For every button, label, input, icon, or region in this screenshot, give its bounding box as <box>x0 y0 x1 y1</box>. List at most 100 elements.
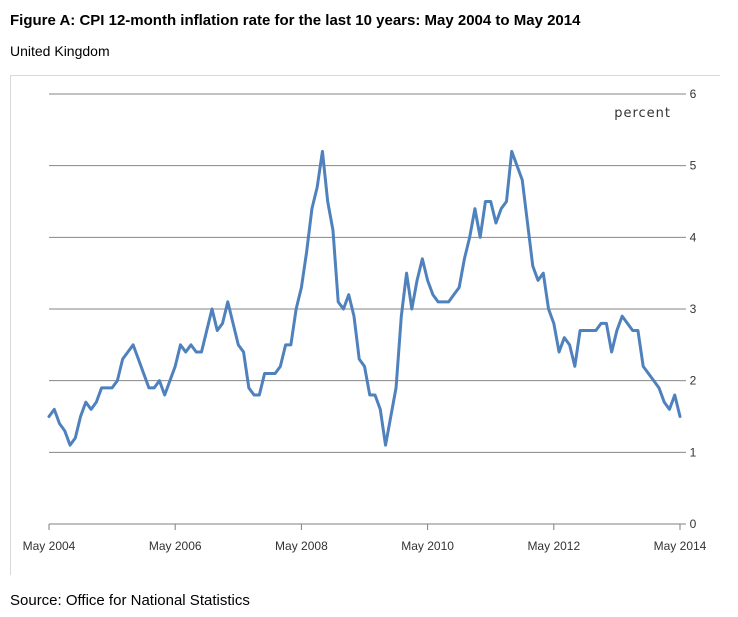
data-point <box>663 401 666 404</box>
y-tick-label-1: 1 <box>690 445 697 459</box>
data-point <box>573 365 576 368</box>
data-point <box>405 272 408 275</box>
y-tick-label-6: 6 <box>690 87 697 101</box>
data-point <box>521 179 524 182</box>
data-point <box>389 415 392 418</box>
unit-label: percent <box>614 106 671 121</box>
data-point <box>484 200 487 203</box>
data-point <box>468 236 471 239</box>
y-tick-label-3: 3 <box>690 302 697 316</box>
data-point <box>74 437 77 440</box>
data-point <box>184 351 187 354</box>
x-tick-label: May 2006 <box>149 539 202 553</box>
data-point <box>568 343 571 346</box>
x-tick-label: May 2008 <box>275 539 328 553</box>
data-point <box>368 394 371 397</box>
data-point <box>447 300 450 303</box>
data-point <box>542 272 545 275</box>
data-point <box>473 207 476 210</box>
data-point <box>458 286 461 289</box>
x-tick-label: May 2012 <box>527 539 580 553</box>
data-point <box>416 279 419 282</box>
data-point <box>253 394 256 397</box>
data-point <box>116 379 119 382</box>
data-point <box>647 372 650 375</box>
data-point <box>395 386 398 389</box>
data-point <box>79 415 82 418</box>
data-point <box>342 308 345 311</box>
y-tick-label-0: 0 <box>690 517 697 531</box>
data-point <box>605 322 608 325</box>
data-point <box>105 386 108 389</box>
data-point <box>274 372 277 375</box>
data-point <box>500 207 503 210</box>
data-point <box>652 379 655 382</box>
data-point <box>437 300 440 303</box>
data-point <box>84 401 87 404</box>
data-point <box>247 386 250 389</box>
data-point <box>300 286 303 289</box>
data-point <box>579 329 582 332</box>
data-point <box>657 386 660 389</box>
data-point <box>621 315 624 318</box>
data-point <box>263 372 266 375</box>
data-point <box>531 265 534 268</box>
data-point <box>326 200 329 203</box>
data-point <box>158 379 161 382</box>
data-point <box>679 415 682 418</box>
data-point <box>421 257 424 260</box>
data-point <box>211 308 214 311</box>
data-point <box>384 444 387 447</box>
data-point <box>63 429 66 432</box>
data-point <box>189 343 192 346</box>
data-point <box>147 386 150 389</box>
data-point <box>494 222 497 225</box>
data-point <box>216 329 219 332</box>
data-point <box>552 322 555 325</box>
data-point <box>463 257 466 260</box>
data-point <box>363 365 366 368</box>
data-point <box>200 351 203 354</box>
data-point <box>153 386 156 389</box>
data-point <box>400 315 403 318</box>
data-point <box>631 329 634 332</box>
data-point <box>232 322 235 325</box>
y-tick-label-4: 4 <box>690 230 697 244</box>
data-point <box>374 394 377 397</box>
data-point <box>547 308 550 311</box>
data-point <box>242 351 245 354</box>
data-point <box>121 358 124 361</box>
data-point <box>526 222 529 225</box>
data-point <box>48 415 51 418</box>
data-point <box>142 372 145 375</box>
data-point <box>268 372 271 375</box>
data-point <box>90 408 93 411</box>
x-tick-label: May 2014 <box>654 539 707 553</box>
data-point <box>442 300 445 303</box>
data-point <box>515 164 518 167</box>
data-point <box>673 394 676 397</box>
data-point <box>316 186 319 189</box>
data-point <box>179 343 182 346</box>
figure-title: Figure A: CPI 12-month inflation rate fo… <box>10 12 581 29</box>
data-point <box>310 207 313 210</box>
data-point <box>126 351 129 354</box>
data-point <box>284 343 287 346</box>
data-point <box>58 422 61 425</box>
data-point <box>610 351 613 354</box>
data-point <box>289 343 292 346</box>
data-point <box>489 200 492 203</box>
data-point <box>132 343 135 346</box>
data-point <box>279 365 282 368</box>
data-point <box>600 322 603 325</box>
data-point <box>137 358 140 361</box>
data-point <box>321 150 324 153</box>
data-point <box>537 279 540 282</box>
data-point <box>584 329 587 332</box>
data-point <box>626 322 629 325</box>
data-point <box>558 351 561 354</box>
data-point <box>174 365 177 368</box>
data-point <box>347 293 350 296</box>
data-point <box>53 408 56 411</box>
